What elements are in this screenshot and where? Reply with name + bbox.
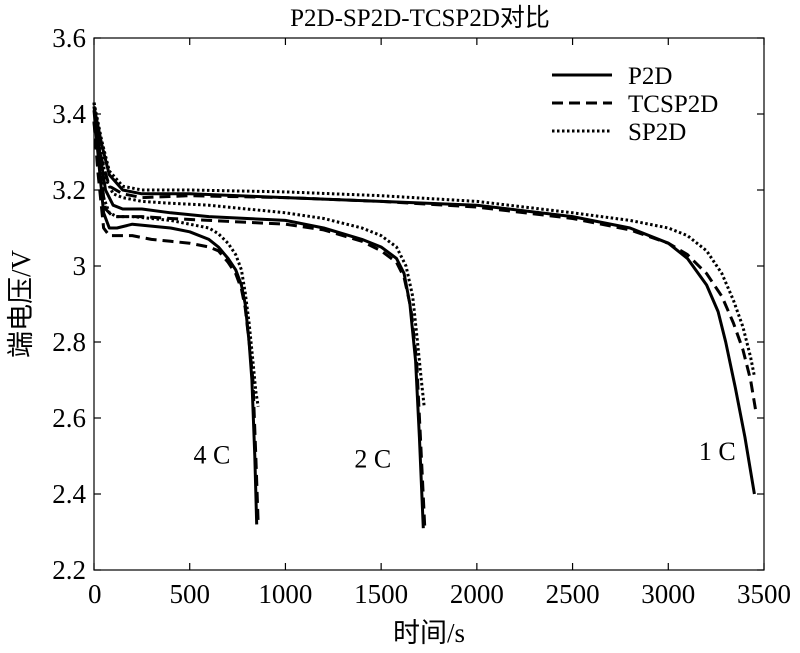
series-line-sp2d-2c [92, 102, 426, 407]
x-tick-label: 3500 [737, 579, 791, 609]
x-tick-labels: 0 500 1000 1500 2000 2500 3000 3500 [88, 579, 791, 609]
rate-label: 4 C [194, 441, 231, 470]
series-line-sp2d-4c [92, 102, 260, 407]
y-tick-label: 3.6 [52, 23, 86, 53]
series-line-tcsp2d-4c [92, 121, 260, 525]
series-line-p2d-1c [92, 106, 756, 495]
y-tick-label: 2.4 [52, 479, 86, 509]
legend-label-sp2d: SP2D [628, 119, 686, 146]
x-tick-label: 3000 [641, 579, 695, 609]
series-line-sp2d-1c [92, 102, 756, 377]
y-tick-label: 3 [73, 251, 87, 281]
rate-annotations: 4 C 2 C 1 C [194, 437, 736, 474]
x-tick-label: 2000 [450, 579, 504, 609]
x-tick-label: 500 [169, 579, 210, 609]
y-tick-labels: 2.2 2.4 2.6 2.8 3 3.2 3.4 3.6 [52, 23, 86, 585]
x-axis-label: 时间/s [393, 618, 465, 648]
series-layer [92, 102, 758, 529]
y-tick-label: 2.2 [52, 555, 86, 585]
x-tick-label: 1000 [258, 579, 312, 609]
x-tick-label: 0 [88, 579, 102, 609]
axis-ticks [93, 37, 765, 571]
y-tick-label: 2.6 [52, 403, 86, 433]
y-tick-label: 2.8 [52, 327, 86, 357]
rate-label: 2 C [354, 444, 391, 473]
chart-title: P2D-SP2D-TCSP2D对比 [290, 4, 550, 32]
series-line-p2d-4c [92, 110, 259, 525]
legend-label-tcsp2d: TCSP2D [628, 91, 718, 118]
legend-label-p2d: P2D [628, 63, 672, 90]
y-tick-label: 3.4 [52, 99, 86, 129]
plot-frame [93, 37, 765, 571]
series-line-tcsp2d-1c [92, 121, 758, 415]
y-axis-label: 端电压/V [6, 249, 36, 358]
y-tick-label: 3.2 [52, 175, 86, 205]
x-tick-label: 1500 [354, 579, 408, 609]
rate-label: 1 C [699, 437, 736, 466]
legend: P2D TCSP2D SP2D [552, 63, 718, 146]
x-tick-label: 2500 [546, 579, 600, 609]
